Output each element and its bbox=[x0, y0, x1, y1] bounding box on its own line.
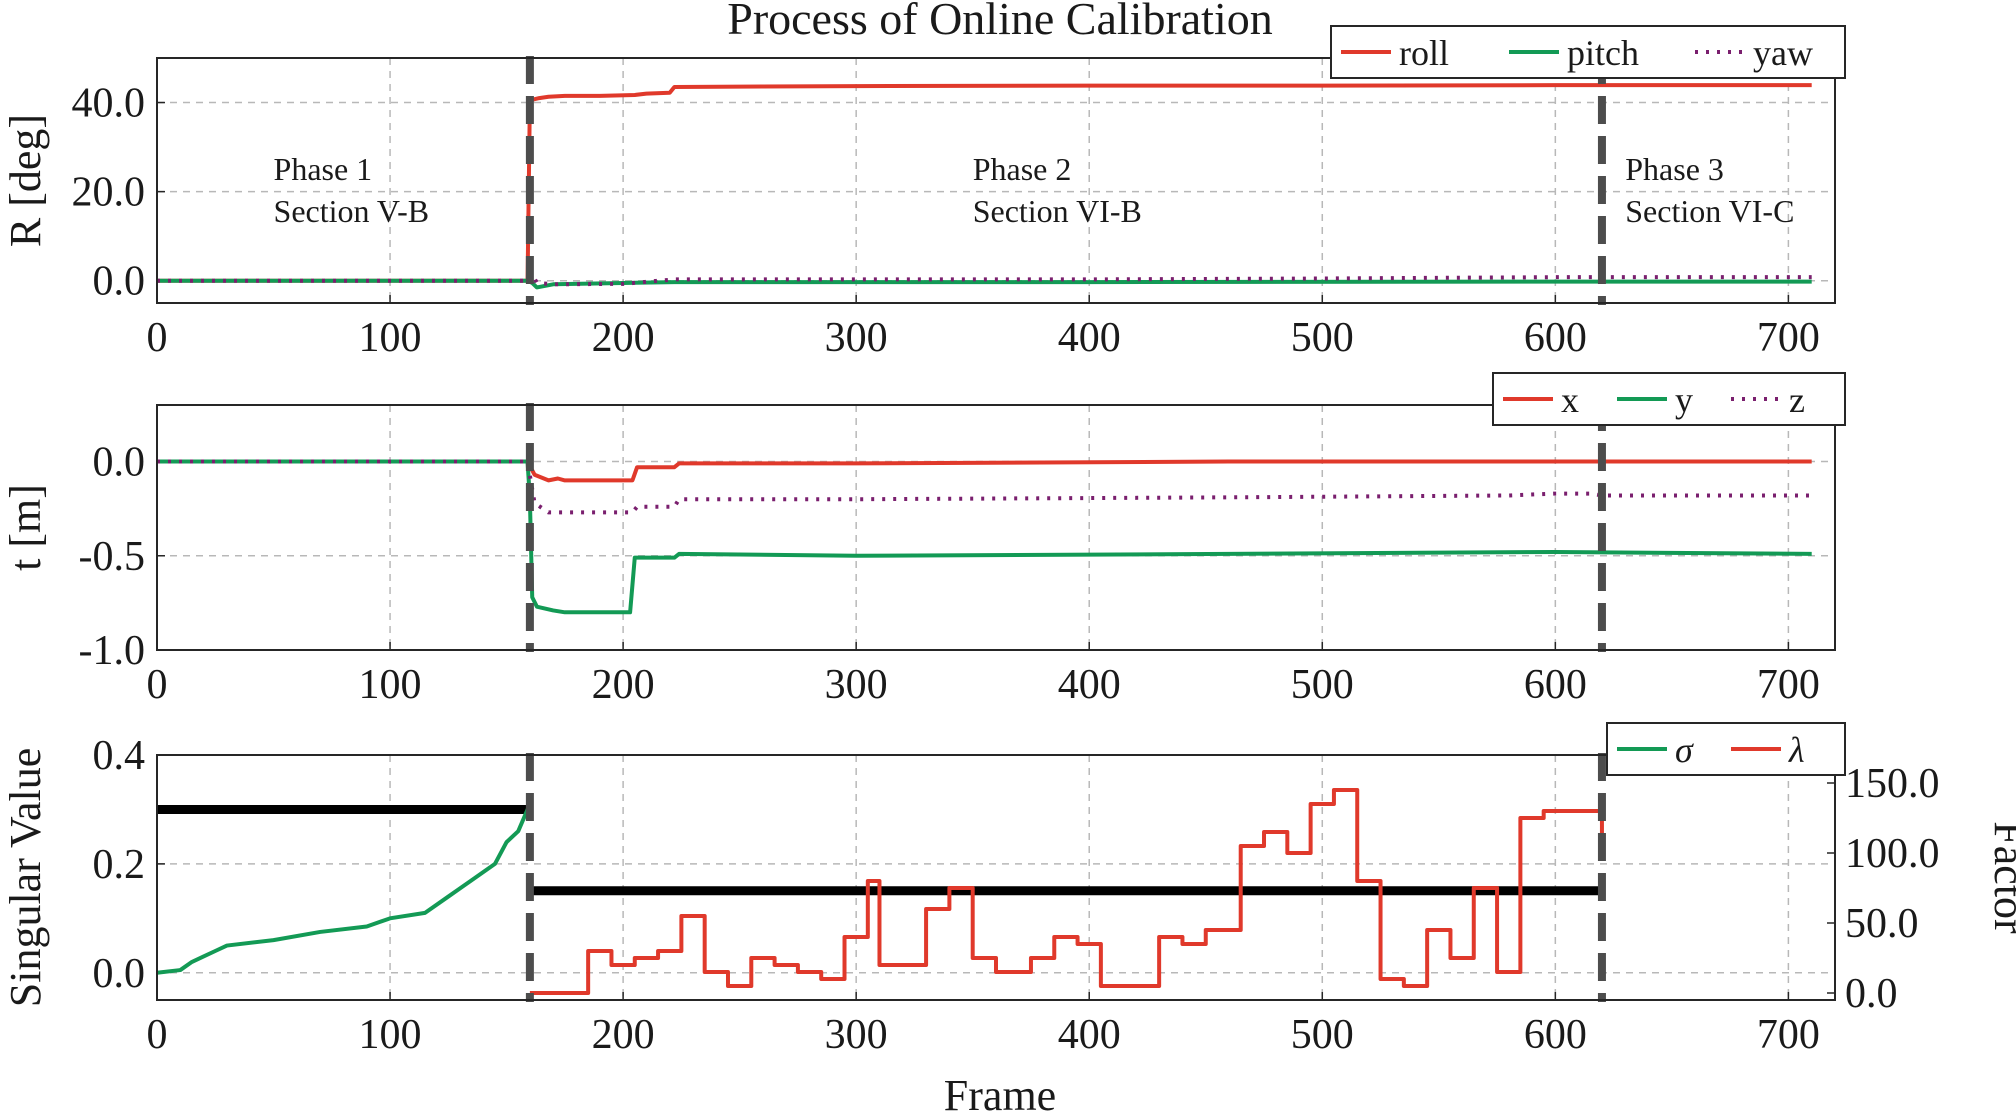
x-tick-label: 100 bbox=[359, 315, 422, 361]
y-axis-label: t [m] bbox=[1, 484, 50, 571]
x-tick-label: 100 bbox=[359, 1012, 422, 1058]
phase-title: Phase 2 bbox=[973, 151, 1072, 187]
x-tick-label: 700 bbox=[1757, 315, 1820, 361]
series-pitch-line bbox=[157, 278, 1812, 290]
y-axis-label: R [deg] bbox=[1, 114, 50, 247]
legend: x y z bbox=[1492, 372, 1846, 426]
phase-title: Phase 1 bbox=[274, 151, 373, 187]
x-tick-label: 500 bbox=[1291, 662, 1354, 708]
y-tick-label: -1.0 bbox=[79, 628, 146, 674]
series-roll-line bbox=[157, 83, 1812, 283]
x-tick-label: 0 bbox=[147, 1012, 168, 1058]
legend-label-pitch: pitch bbox=[1567, 33, 1639, 73]
y-tick-label: 0.0 bbox=[93, 440, 146, 486]
y-right-tick-label: 50.0 bbox=[1845, 901, 1919, 947]
y-tick-label: -0.5 bbox=[79, 534, 146, 580]
legend-label-x: x bbox=[1561, 380, 1579, 420]
y-tick-label: 0.0 bbox=[93, 259, 146, 305]
y-tick-label: 0.2 bbox=[93, 842, 146, 888]
y-right-axis-label: Factor bbox=[1985, 821, 2016, 934]
legend-label-z: z bbox=[1789, 380, 1805, 420]
x-tick-label: 0 bbox=[147, 315, 168, 361]
phase-subtitle: Section VI-B bbox=[973, 193, 1142, 229]
y-tick-label: 20.0 bbox=[72, 170, 146, 216]
x-tick-label: 0 bbox=[147, 662, 168, 708]
legend-label-y: y bbox=[1675, 380, 1693, 420]
series-σ-line bbox=[156, 803, 532, 975]
y-tick-label: 0.4 bbox=[93, 733, 146, 779]
legend-label-λ: λ bbox=[1788, 730, 1805, 770]
y-right-tick-label: 150.0 bbox=[1845, 761, 1940, 807]
chart-title: Process of Online Calibration bbox=[727, 0, 1273, 44]
y-tick-label: 40.0 bbox=[72, 81, 146, 127]
panel-singular: 0 100 200 300 400 500 600 700 0.0 0.2 0.4 0.0 50.0 10… bbox=[1, 722, 2016, 1058]
series-λ-line bbox=[529, 788, 1604, 995]
x-tick-label: 200 bbox=[592, 1012, 655, 1058]
x-tick-label: 500 bbox=[1291, 1012, 1354, 1058]
x-tick-label: 600 bbox=[1524, 1012, 1587, 1058]
x-tick-label: 300 bbox=[825, 1012, 888, 1058]
legend-label-σ: σ bbox=[1675, 730, 1694, 770]
plot-frame bbox=[156, 404, 1836, 651]
panel-translation: 0 100 200 300 400 500 600 700 0.0 -0.5 -1.0 t [m] x y… bbox=[1, 372, 1846, 708]
legend-label-roll: roll bbox=[1399, 33, 1449, 73]
panel-rotation: 0 100 200 300 400 500 600 700 0.0 20.0 40.0 R [deg]… bbox=[1, 25, 1846, 361]
y-right-tick-label: 100.0 bbox=[1845, 831, 1940, 877]
x-tick-label: 700 bbox=[1757, 1012, 1820, 1058]
x-tick-label: 200 bbox=[592, 662, 655, 708]
x-tick-label: 300 bbox=[825, 315, 888, 361]
x-tick-label: 700 bbox=[1757, 662, 1820, 708]
plot-frame bbox=[156, 754, 1836, 1001]
x-tick-label: 100 bbox=[359, 662, 422, 708]
phase-subtitle: Section VI-C bbox=[1625, 193, 1794, 229]
legend-box bbox=[1492, 372, 1846, 426]
y-tick-label: 0.0 bbox=[93, 951, 146, 997]
series-z-line bbox=[157, 459, 1812, 515]
series-x-line bbox=[157, 459, 1812, 483]
x-tick-label: 400 bbox=[1058, 315, 1121, 361]
y-axis-label: Singular Value bbox=[1, 748, 50, 1008]
x-tick-label: 600 bbox=[1524, 315, 1587, 361]
plot-frame bbox=[156, 57, 1836, 304]
x-tick-label: 400 bbox=[1058, 1012, 1121, 1058]
legend: roll pitch yaw bbox=[1330, 25, 1846, 79]
x-tick-label: 200 bbox=[592, 315, 655, 361]
y-right-tick-label: 0.0 bbox=[1845, 971, 1898, 1017]
x-axis-label: Frame bbox=[944, 1071, 1056, 1120]
phase-title: Phase 3 bbox=[1625, 151, 1724, 187]
legend-label-yaw: yaw bbox=[1753, 33, 1813, 73]
legend-box bbox=[1330, 25, 1846, 79]
x-tick-label: 400 bbox=[1058, 662, 1121, 708]
phase-subtitle: Section V-B bbox=[274, 193, 430, 229]
x-tick-label: 300 bbox=[825, 662, 888, 708]
x-tick-label: 600 bbox=[1524, 662, 1587, 708]
x-tick-label: 500 bbox=[1291, 315, 1354, 361]
series-y-line bbox=[157, 459, 1812, 615]
